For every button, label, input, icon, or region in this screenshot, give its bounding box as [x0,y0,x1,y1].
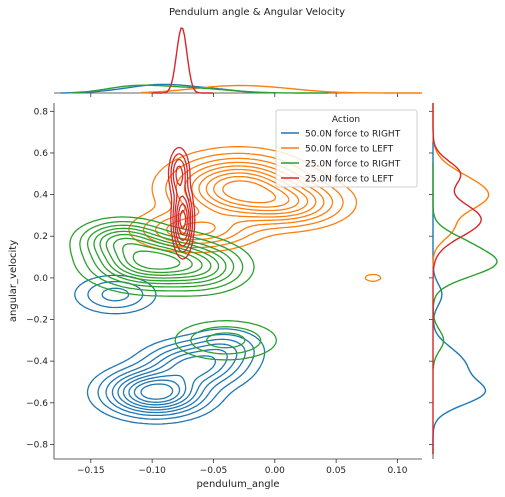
y-tick-label: −0.4 [26,357,48,367]
x-axis-label: pendulum_angle [196,479,279,490]
kde-contour-2-8 [133,251,180,269]
y-tick-label: 0.0 [34,274,49,284]
y-tick-label: 0.4 [34,191,49,201]
x-tick-label: 0.05 [326,466,346,476]
y-tick-label: 0.6 [34,149,49,159]
right-marginal-curve-0 [433,142,486,454]
y-tick-label: 0.2 [34,232,48,242]
legend-title: Action [332,115,360,125]
y-axis-label: angular_velocity [8,240,19,322]
x-tick-label: −0.05 [200,466,228,476]
kde-contour-0-8 [141,384,173,399]
right-marginal-curve-1 [433,103,489,266]
x-tick-label: 0.10 [387,466,407,476]
y-tick-label: −0.8 [26,440,48,450]
right-marginal-curve-3 [433,103,481,454]
legend-label: 50.0N force to LEFT [305,145,394,155]
y-tick-label: −0.2 [26,316,48,326]
y-tick-label: −0.6 [26,399,48,409]
legend-label: 25.0N force to LEFT [305,175,394,185]
legend: Action 50.0N force to RIGHT 50.0N force t… [276,110,417,187]
y-tick-label: 0.8 [34,107,49,117]
top-marginal-curve-3 [153,28,213,93]
joint-kde-contours [70,147,381,424]
legend-label: 50.0N force to RIGHT [305,130,401,140]
x-tick-label: 0.00 [265,466,285,476]
right-marginal-curve-2 [433,163,497,369]
x-tick-label: −0.15 [77,466,105,476]
chart-title: Pendulum angle & Angular Velocity [169,7,345,18]
legend-label: 25.0N force to RIGHT [305,160,401,170]
x-tick-label: −0.10 [138,466,166,476]
top-marginal-plot [54,28,422,97]
right-marginal-plot [429,103,497,459]
